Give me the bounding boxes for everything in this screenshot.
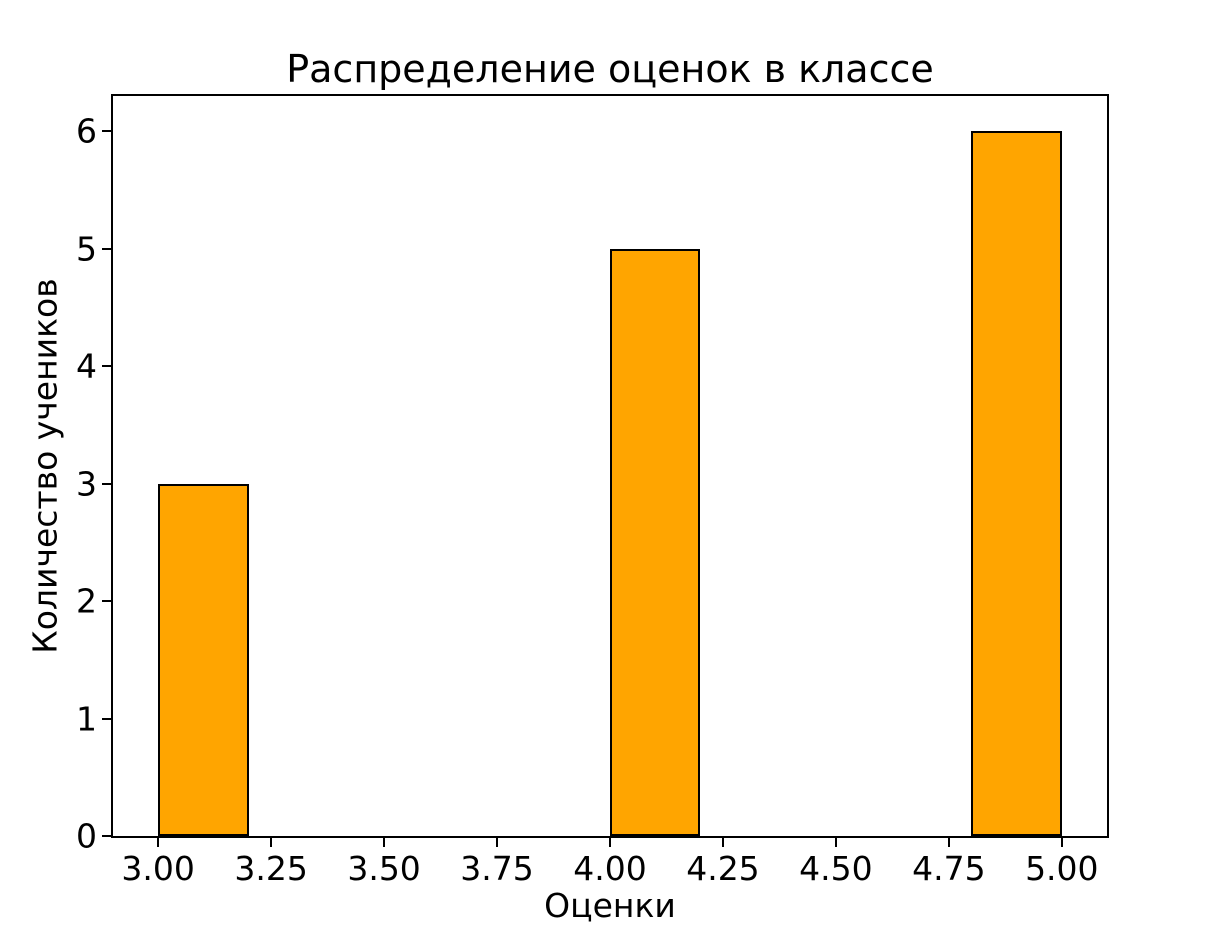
x-tick-mark bbox=[496, 838, 499, 847]
y-tick-mark bbox=[102, 482, 111, 485]
x-tick-label: 4.25 bbox=[686, 849, 760, 888]
x-tick-label: 4.00 bbox=[573, 849, 647, 888]
x-tick-mark bbox=[721, 838, 724, 847]
y-tick-label: 2 bbox=[76, 581, 97, 621]
x-tick-mark bbox=[270, 838, 273, 847]
chart-title: Распределение оценок в классе bbox=[286, 47, 934, 91]
x-tick-mark bbox=[834, 838, 837, 847]
x-tick-label: 4.50 bbox=[799, 849, 873, 888]
y-tick-mark bbox=[102, 247, 111, 250]
x-tick-label: 3.00 bbox=[121, 849, 195, 888]
y-tick-label: 0 bbox=[76, 816, 97, 856]
y-tick-mark bbox=[102, 130, 111, 133]
x-tick-mark bbox=[947, 838, 950, 847]
x-tick-mark bbox=[383, 838, 386, 847]
histogram-bar bbox=[610, 248, 701, 836]
x-tick-label: 3.25 bbox=[234, 849, 308, 888]
histogram-bar bbox=[158, 483, 249, 836]
x-tick-label: 3.75 bbox=[460, 849, 534, 888]
y-tick-label: 5 bbox=[76, 229, 97, 269]
x-tick-label: 5.00 bbox=[1025, 849, 1099, 888]
x-tick-mark bbox=[1060, 838, 1063, 847]
plot-area bbox=[111, 94, 1109, 838]
y-tick-label: 4 bbox=[76, 346, 97, 386]
y-axis-label: Количество учеников bbox=[25, 278, 65, 654]
y-tick-mark bbox=[102, 717, 111, 720]
x-tick-label: 3.50 bbox=[347, 849, 421, 888]
y-tick-label: 6 bbox=[76, 111, 97, 151]
y-tick-mark bbox=[102, 600, 111, 603]
y-tick-mark bbox=[102, 365, 111, 368]
x-axis-label: Оценки bbox=[544, 886, 676, 925]
x-tick-mark bbox=[157, 838, 160, 847]
y-tick-label: 1 bbox=[76, 699, 97, 739]
x-tick-label: 4.75 bbox=[912, 849, 986, 888]
y-tick-label: 3 bbox=[76, 464, 97, 504]
histogram-bar bbox=[971, 131, 1062, 836]
x-tick-mark bbox=[609, 838, 611, 847]
y-tick-mark bbox=[102, 835, 111, 837]
